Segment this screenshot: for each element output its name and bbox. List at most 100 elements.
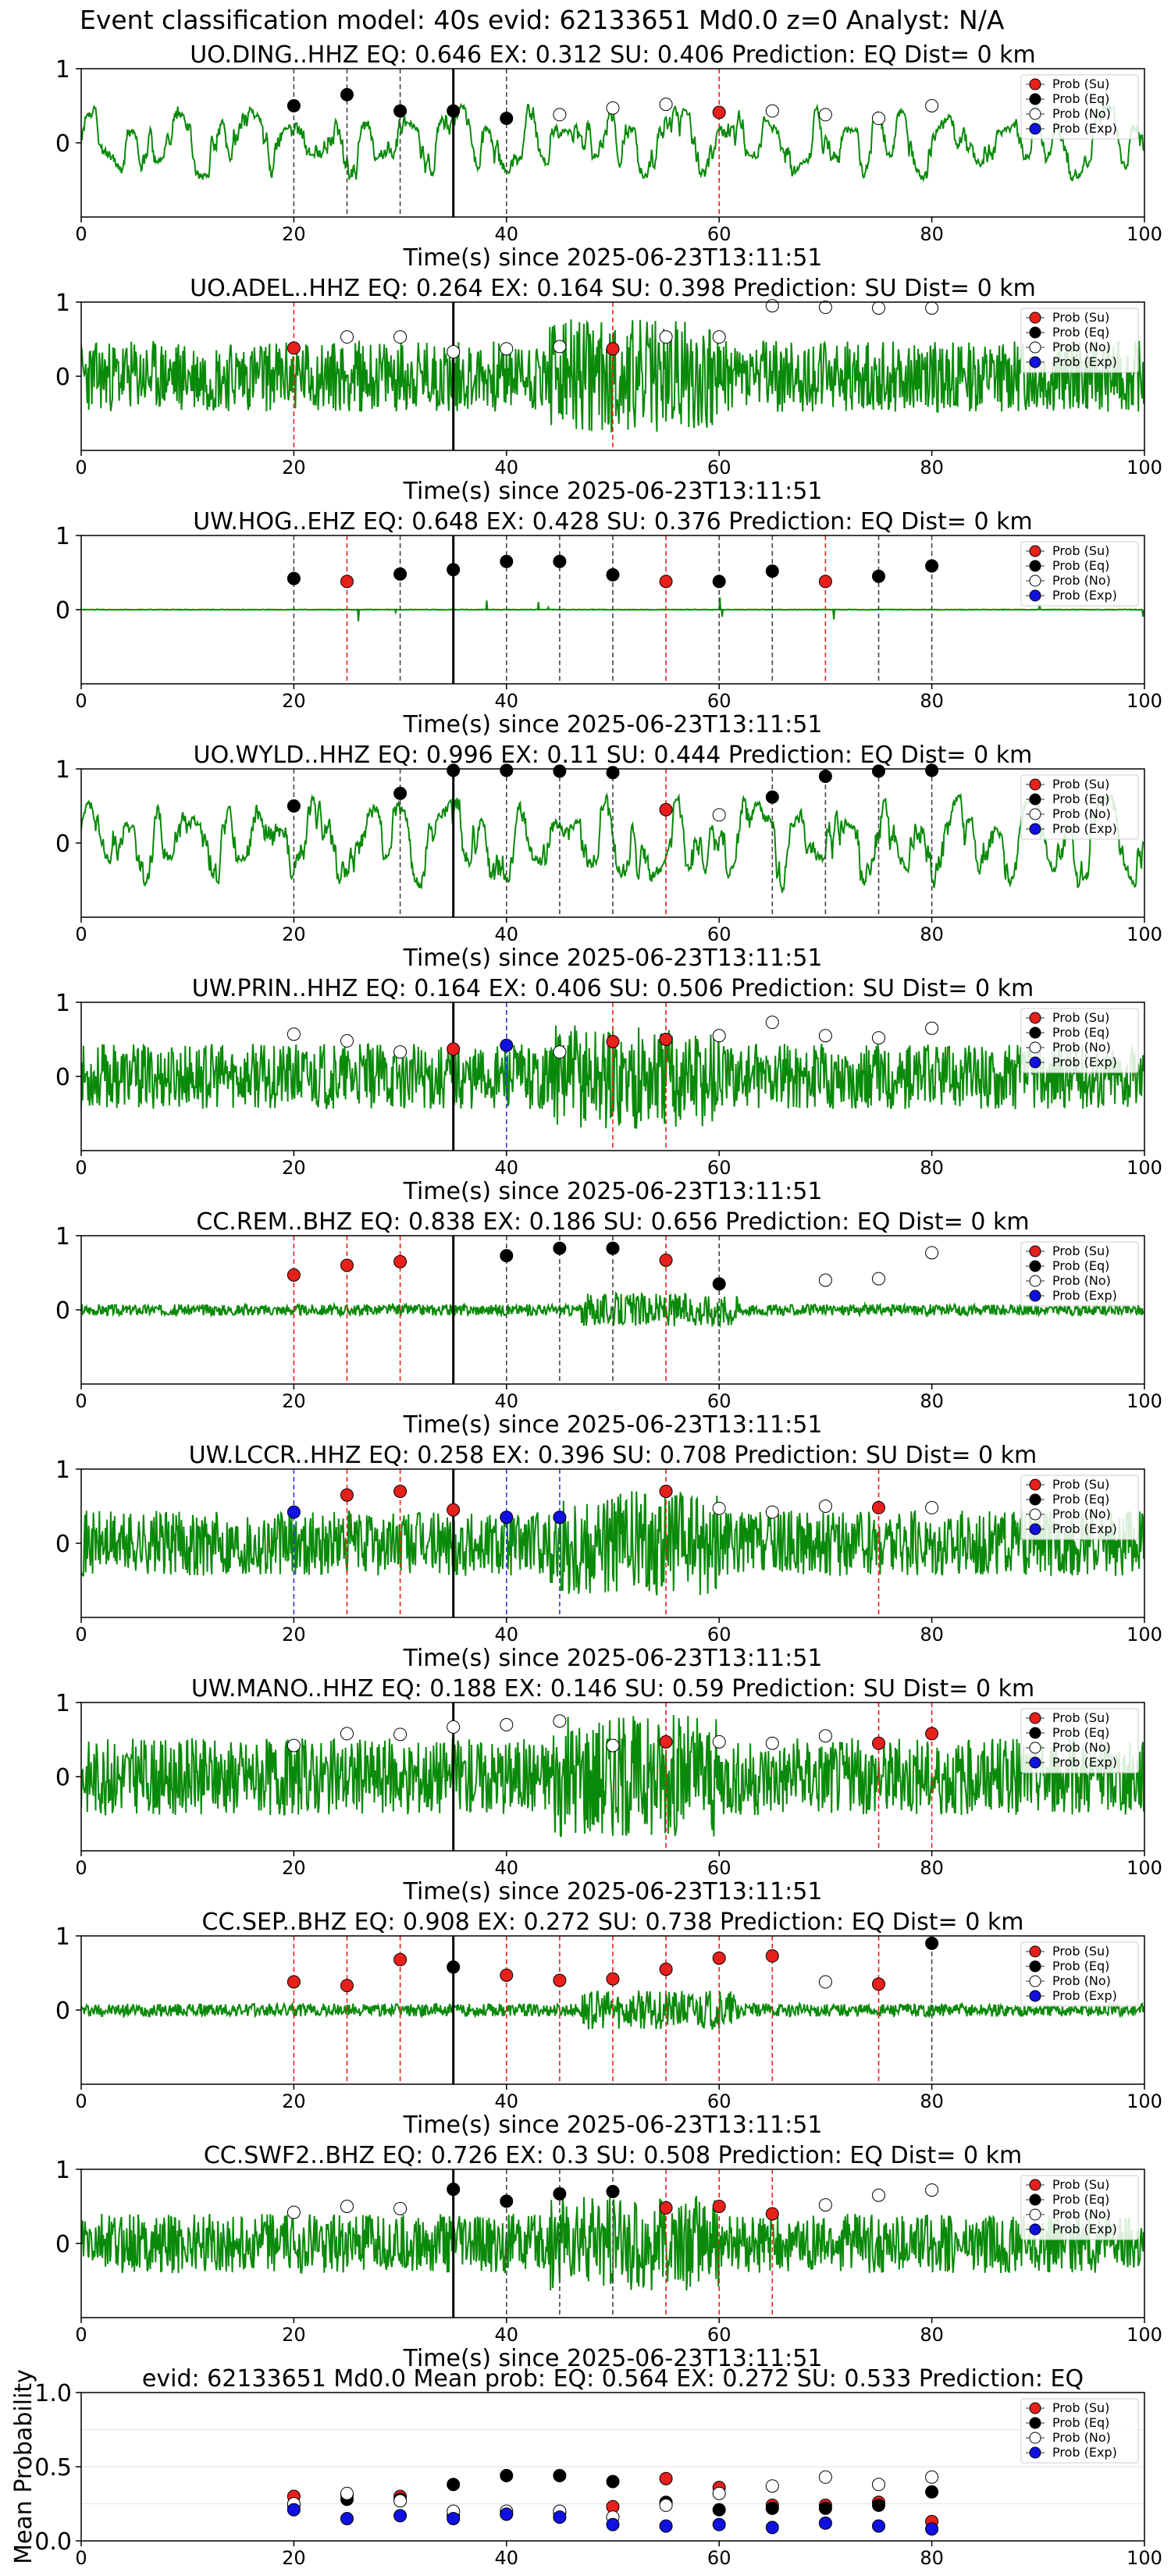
station-panel-0: UO.DING..HHZ EQ: 0.646 EX: 0.312 SU: 0.4…	[55, 41, 1162, 272]
prob-marker-eq	[765, 790, 779, 804]
axes-frame	[80, 1235, 1145, 1385]
legend-label-no: Prob (No)	[1052, 106, 1111, 121]
prob-marker-su	[287, 1268, 301, 1282]
legend-box	[1020, 308, 1139, 373]
xtick-label: 0	[75, 223, 87, 245]
legend-label-eq: Prob (Eq)	[1052, 325, 1109, 340]
ytick-label: 1	[55, 523, 70, 550]
prob-marker-su	[872, 1500, 885, 1514]
mean-marker-eq	[500, 2468, 514, 2482]
legend: Prob (Su)Prob (Eq)Prob (No)Prob (Exp)	[1020, 1941, 1139, 2007]
axes-frame	[80, 1002, 1145, 1151]
station-panel-7: UW.MANO..HHZ EQ: 0.188 EX: 0.146 SU: 0.5…	[55, 1675, 1162, 1905]
xtick-label: 60	[707, 2090, 731, 2112]
prob-marker-su	[606, 342, 620, 356]
prob-marker-su	[818, 575, 832, 589]
xtick-label: 80	[920, 1857, 944, 1879]
prob-marker-su	[606, 1034, 620, 1048]
mean-marker-exp	[765, 2521, 779, 2535]
prob-marker-no	[925, 99, 939, 112]
prob-marker-su	[659, 2201, 673, 2215]
panel-title: UW.MANO..HHZ EQ: 0.188 EX: 0.146 SU: 0.5…	[191, 1675, 1034, 1703]
xtick-label: 80	[920, 1624, 944, 1646]
legend-marker-eq	[1029, 560, 1041, 572]
ytick-label: 0	[55, 1998, 70, 2025]
legend-label-su: Prob (Su)	[1052, 1010, 1109, 1025]
ytick-label: 0	[55, 1297, 70, 1325]
prob-marker-no	[765, 104, 779, 118]
xtick-label: 0	[75, 1390, 87, 1412]
panel-title: CC.SWF2..BHZ EQ: 0.726 EX: 0.3 SU: 0.508…	[204, 2142, 1022, 2169]
prob-marker-eq	[287, 799, 301, 813]
xtick-label: 80	[920, 1390, 944, 1412]
prob-marker-su	[712, 2200, 726, 2213]
prob-marker-su	[393, 1485, 408, 1498]
prob-marker-su	[659, 1735, 673, 1749]
xtick-label: 20	[282, 1390, 306, 1412]
x-axis-label: Time(s) since 2025-06-23T13:11:51	[403, 711, 823, 738]
prob-marker-eq	[818, 770, 832, 783]
xtick-label: 40	[495, 690, 519, 712]
legend-label-eq: Prob (Eq)	[1052, 792, 1109, 806]
prob-marker-su	[659, 1253, 673, 1267]
legend-marker-su	[1029, 545, 1041, 557]
prob-marker-su	[606, 1972, 620, 1986]
xtick-label: 0	[75, 923, 87, 945]
legend-label-su: Prob (Su)	[1052, 543, 1109, 558]
prob-marker-no	[287, 2205, 301, 2219]
prob-marker-no	[818, 1273, 832, 1287]
prob-marker-no	[818, 2198, 832, 2212]
mean-marker-no	[393, 2494, 408, 2508]
legend-label-no: Prob (No)	[1052, 2430, 1111, 2445]
prob-marker-eq	[447, 2183, 461, 2197]
legend-marker-su	[1029, 78, 1041, 91]
ytick-label: 0	[55, 1531, 70, 1558]
figure-suptitle: Event classification model: 40s evid: 62…	[80, 5, 1005, 35]
legend-label-su: Prob (Su)	[1052, 310, 1109, 325]
legend-box	[1020, 1941, 1139, 2007]
prob-marker-eq	[872, 764, 885, 778]
prob-marker-su	[340, 1258, 354, 1272]
panel-title: CC.SEP..BHZ EQ: 0.908 EX: 0.272 SU: 0.73…	[202, 1909, 1024, 1936]
legend-marker-exp	[1029, 1990, 1041, 2002]
xtick-label: 20	[282, 690, 306, 712]
prob-marker-no	[818, 1029, 832, 1043]
mean-marker-su	[659, 2471, 673, 2485]
prob-marker-su	[287, 341, 301, 355]
prob-marker-no	[872, 1272, 885, 1286]
mean-marker-no	[925, 2470, 939, 2484]
legend-marker-exp	[1029, 1523, 1041, 1535]
prob-marker-no	[765, 299, 779, 313]
prob-marker-eq	[553, 1241, 567, 1255]
ytick-label: 1	[55, 1923, 70, 1951]
axes-frame	[80, 301, 1145, 451]
axes-frame	[80, 2392, 1145, 2542]
legend: Prob (Su)Prob (Eq)Prob (No)Prob (Exp)	[1020, 2175, 1139, 2240]
legend-label-no: Prob (No)	[1052, 1507, 1111, 1521]
x-axis-label: Time(s) since 2025-06-23T13:11:51	[403, 1878, 823, 1905]
prob-marker-no	[712, 330, 726, 344]
prob-marker-eq	[447, 563, 461, 577]
prob-marker-no	[340, 1727, 354, 1741]
prob-marker-no	[712, 808, 726, 822]
y-axis-label: Mean Probability	[10, 2369, 37, 2564]
prob-marker-no	[765, 1736, 779, 1750]
x-axis-label: Time(s) since 2025-06-23T13:11:51	[403, 2345, 823, 2372]
ytick-label: 1	[55, 1223, 70, 1251]
xtick-label: 20	[282, 2090, 306, 2112]
prob-marker-no	[287, 1027, 301, 1041]
legend-marker-su	[1029, 1478, 1041, 1491]
legend-marker-su	[1029, 778, 1041, 791]
panel-title: UO.WYLD..HHZ EQ: 0.996 EX: 0.11 SU: 0.44…	[194, 742, 1033, 769]
mean-marker-exp	[393, 2509, 408, 2523]
legend-label-exp: Prob (Exp)	[1052, 1521, 1117, 1536]
prob-marker-no	[659, 330, 673, 344]
prob-marker-su	[765, 1949, 779, 1963]
prob-marker-no	[500, 1718, 514, 1731]
legend-label-eq: Prob (Eq)	[1052, 2192, 1109, 2207]
xtick-label: 100	[1127, 223, 1162, 245]
legend-marker-eq	[1029, 326, 1041, 339]
axes-frame	[80, 1935, 1145, 2085]
legend-label-su: Prob (Su)	[1052, 777, 1109, 792]
xtick-label: 20	[282, 223, 306, 245]
